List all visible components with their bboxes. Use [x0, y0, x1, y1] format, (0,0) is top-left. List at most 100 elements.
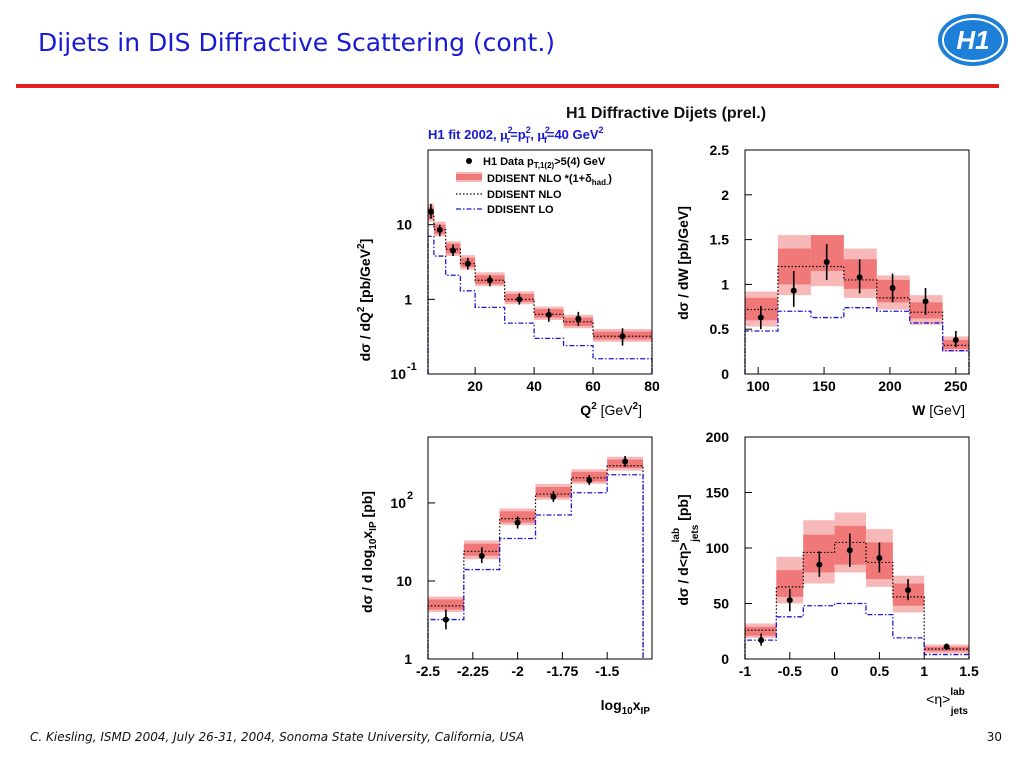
lo-line	[744, 307, 970, 374]
data-point	[758, 637, 765, 644]
data-point	[943, 643, 950, 650]
data-point	[575, 315, 582, 322]
x-tick-label: 20	[467, 378, 483, 394]
data-point	[619, 333, 626, 340]
data-point	[450, 247, 457, 254]
nlo-line	[427, 213, 653, 374]
x-tick-label: 60	[585, 378, 601, 394]
data-point	[622, 458, 629, 465]
data-point	[516, 296, 523, 303]
data-point	[757, 314, 764, 321]
data-point	[442, 616, 449, 623]
footer-citation: C. Kiesling, ISMD 2004, July 26-31, 2004…	[30, 730, 525, 744]
x-tick-label: -1.5	[595, 663, 619, 679]
ylabel-eta: dσ / d<η>lab jets [pb]	[671, 494, 701, 605]
y-tick-label: 10	[390, 366, 406, 382]
slide-title: Dijets in DIS Diffractive Scattering (co…	[38, 28, 556, 57]
svg-text:H1: H1	[956, 25, 989, 55]
x-tick-label: -1	[739, 663, 752, 679]
xlabel-eta: <η>lab jets	[926, 687, 968, 717]
y-tick-label: 2.5	[710, 142, 730, 158]
y-tick-label: 1	[404, 651, 412, 667]
data-point	[545, 311, 552, 318]
data-point	[816, 561, 823, 568]
h1-logo: H1	[938, 14, 1008, 66]
x-tick-label: 150	[812, 378, 836, 394]
x-tick-label: 40	[526, 378, 542, 394]
plot-frame	[427, 436, 653, 660]
data-point	[786, 597, 793, 604]
y-tick-label: 0.5	[710, 321, 730, 337]
data-point	[905, 587, 912, 594]
data-point	[486, 277, 493, 284]
x-tick-label: -2	[511, 663, 524, 679]
data-point	[586, 477, 593, 484]
nlo-line	[744, 265, 970, 374]
legend: H1 Data pT,1(2)>5(4) GeV DDISENT NLO *(1…	[456, 156, 612, 216]
data-point	[464, 260, 471, 267]
lo-line	[744, 602, 970, 659]
figure-title: H1 Diffractive Dijets (prel.)	[566, 105, 766, 122]
data-point	[550, 493, 557, 500]
y-tick-exponent: -1	[407, 361, 417, 373]
ylabel-w: dσ / dW [pb/GeV]	[675, 206, 691, 320]
x-tick-label: -1.75	[546, 663, 578, 679]
data-point	[514, 519, 521, 526]
x-tick-label: 200	[878, 378, 902, 394]
y-tick-label: 1.5	[710, 232, 730, 248]
data-point	[790, 287, 797, 294]
panel-w: 100 150 200 250 2.5 2 1.5 1 0.5 0	[710, 142, 970, 394]
y-tick-label: 10	[390, 495, 406, 511]
y-tick-exponent: 2	[407, 490, 413, 502]
legend-nlo-band-label: DDISENT NLO *(1+δhad.)	[487, 173, 612, 187]
y-tick-label: 0	[721, 651, 729, 667]
y-tick-label: 10	[396, 573, 412, 589]
x-tick-label: 250	[944, 378, 968, 394]
plot-frame	[744, 149, 970, 375]
data-point	[952, 336, 959, 343]
plot-frame	[427, 149, 653, 375]
x-tick-label: -2.25	[457, 663, 489, 679]
panel-eta: -1 -0.5 0 0.5 1 1.5 200 150 100 50 0	[706, 429, 979, 679]
legend-nlo-label: DDISENT NLO	[487, 189, 562, 201]
data-point	[427, 208, 434, 215]
data-point	[856, 274, 863, 281]
band-inner	[428, 599, 464, 610]
y-tick-label: 200	[706, 429, 730, 445]
y-tick-label: 50	[713, 596, 729, 612]
xlabel-xpom: log10xIP	[601, 697, 651, 717]
y-tick-label: 1	[721, 276, 729, 292]
legend-data-label: H1 Data pT,1(2)>5(4) GeV	[483, 156, 606, 170]
data-point	[478, 552, 485, 559]
data-point	[876, 554, 883, 561]
y-tick-label: 150	[706, 485, 730, 501]
ylabel-xpom: dσ / d log10xIP [pb]	[359, 491, 379, 613]
x-tick-label: -2.5	[416, 663, 440, 679]
y-tick-label: 100	[706, 540, 730, 556]
title-rule	[16, 84, 999, 88]
legend-lo-label: DDISENT LO	[487, 204, 554, 216]
y-tick-label: 1	[404, 291, 412, 307]
x-tick-label: 100	[746, 378, 770, 394]
x-tick-label: 1	[920, 663, 928, 679]
xlabel-w: W [GeV]	[912, 402, 965, 418]
data-point	[846, 547, 853, 554]
legend-band-inner	[456, 174, 482, 180]
lo-line	[427, 474, 644, 659]
fit-note: H1 fit 2002, μ2 r=p2 T, μ2 f=40 GeV2	[428, 125, 604, 145]
data-point	[436, 226, 443, 233]
x-tick-label: 1.5	[959, 663, 979, 679]
page-number: 30	[986, 730, 1002, 744]
xlabel-q2: Q2 [GeV2]	[580, 401, 642, 418]
x-tick-label: 0.5	[870, 663, 890, 679]
lo-line	[427, 235, 653, 374]
legend-data-marker	[466, 158, 472, 164]
x-tick-label: 80	[644, 378, 660, 394]
data-point	[823, 259, 830, 265]
data-point	[922, 298, 929, 305]
band-inner	[745, 626, 777, 636]
x-tick-label: -0.5	[778, 663, 802, 679]
ylabel-q2: dσ / dQ2 [pb/GeV2]	[356, 239, 373, 362]
